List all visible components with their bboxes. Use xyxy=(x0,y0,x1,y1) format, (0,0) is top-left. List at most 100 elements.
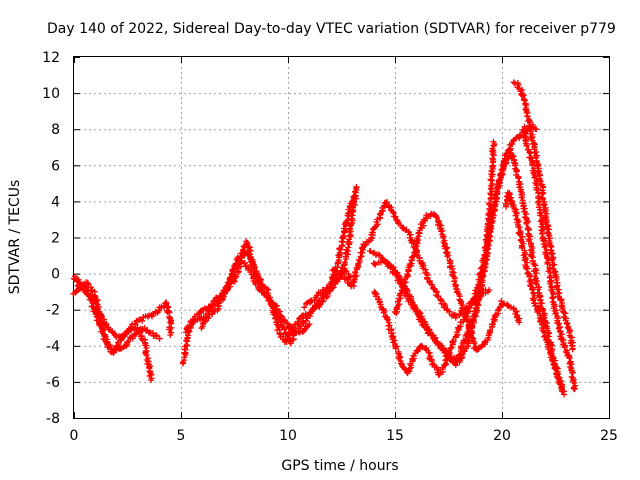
data-point xyxy=(530,261,537,268)
data-point xyxy=(348,203,355,210)
series-track-3 xyxy=(70,273,163,354)
data-point xyxy=(225,278,232,285)
data-point xyxy=(521,97,528,104)
data-point xyxy=(320,293,327,300)
series-track-13 xyxy=(502,189,568,398)
data-point xyxy=(533,148,540,155)
y-tick-label: -2 xyxy=(46,303,60,319)
data-point xyxy=(77,284,84,291)
data-point xyxy=(488,191,495,198)
data-point xyxy=(217,292,224,299)
x-tick-label: 5 xyxy=(177,428,186,444)
data-point xyxy=(447,345,454,352)
data-point xyxy=(501,300,508,307)
data-point xyxy=(112,346,119,353)
data-point xyxy=(569,346,576,353)
data-point xyxy=(526,149,533,156)
data-point xyxy=(539,220,546,227)
data-point xyxy=(276,331,283,338)
data-point xyxy=(163,300,170,307)
data-point xyxy=(418,342,425,349)
data-point xyxy=(377,211,384,218)
data-point xyxy=(308,298,315,305)
data-point xyxy=(509,140,516,147)
data-point xyxy=(397,291,404,298)
data-point xyxy=(566,355,573,362)
data-point xyxy=(392,345,399,352)
data-point xyxy=(529,286,536,293)
data-point xyxy=(148,377,155,384)
data-point xyxy=(389,208,396,215)
data-point xyxy=(561,391,568,398)
data-point xyxy=(562,310,569,317)
data-point xyxy=(327,280,334,287)
data-point xyxy=(306,321,313,328)
data-point xyxy=(384,316,391,323)
data-point xyxy=(428,281,435,288)
data-point xyxy=(450,337,457,344)
data-point xyxy=(103,320,110,327)
data-point xyxy=(99,327,106,334)
data-point xyxy=(516,224,523,231)
data-point xyxy=(257,277,264,284)
y-tick-label: -4 xyxy=(46,339,60,355)
series-track-12 xyxy=(391,210,523,353)
chart-title: Day 140 of 2022, Sidereal Day-to-day VTE… xyxy=(47,21,616,37)
data-point xyxy=(267,297,274,304)
data-point xyxy=(473,307,480,314)
data-point xyxy=(444,253,451,260)
data-point xyxy=(428,332,435,339)
data-point xyxy=(519,93,526,100)
data-point xyxy=(419,344,426,351)
data-point xyxy=(350,193,357,200)
data-point xyxy=(523,142,530,149)
series-track-4 xyxy=(179,258,313,367)
data-point xyxy=(485,242,492,249)
data-point xyxy=(402,279,409,286)
series-track-6 xyxy=(198,248,354,345)
data-point xyxy=(519,233,526,240)
data-point xyxy=(156,335,163,342)
data-point xyxy=(326,284,333,291)
data-point xyxy=(397,360,404,367)
data-point xyxy=(341,259,348,266)
data-point xyxy=(380,309,387,316)
data-point xyxy=(544,261,551,268)
data-point xyxy=(481,261,488,268)
data-point xyxy=(386,261,393,268)
data-point xyxy=(281,326,288,333)
series-track-10 xyxy=(371,138,498,378)
data-point xyxy=(392,213,399,220)
data-point xyxy=(486,286,493,293)
data-point xyxy=(553,364,560,371)
data-point xyxy=(343,218,350,225)
data-point xyxy=(369,229,376,236)
data-point xyxy=(460,337,467,344)
data-point xyxy=(124,339,131,346)
data-point xyxy=(270,311,277,318)
data-point xyxy=(561,343,568,350)
x-tick-label: 20 xyxy=(493,428,511,444)
data-point xyxy=(450,311,457,318)
y-tick-label: 12 xyxy=(42,50,60,66)
series-track-8 xyxy=(329,199,493,321)
data-marks xyxy=(70,79,579,398)
y-tick-label: 6 xyxy=(51,158,60,174)
series-track-14 xyxy=(510,79,576,353)
data-point xyxy=(106,326,113,333)
data-point xyxy=(477,265,484,272)
data-point xyxy=(372,293,379,300)
data-point xyxy=(407,231,414,238)
data-point xyxy=(167,319,174,326)
axis-ticks: 0 5 10 15 20 25 -8 -6 -4 -2 0 2 4 6 8 10 12 xyxy=(42,50,618,444)
y-tick-label: -8 xyxy=(46,411,60,427)
data-point xyxy=(512,212,519,219)
data-point xyxy=(351,192,358,199)
y-tick-label: 0 xyxy=(51,267,60,283)
data-point xyxy=(353,183,360,190)
data-point xyxy=(383,315,390,322)
plot-frame xyxy=(73,56,610,419)
data-point xyxy=(510,79,517,86)
data-point xyxy=(533,126,540,133)
